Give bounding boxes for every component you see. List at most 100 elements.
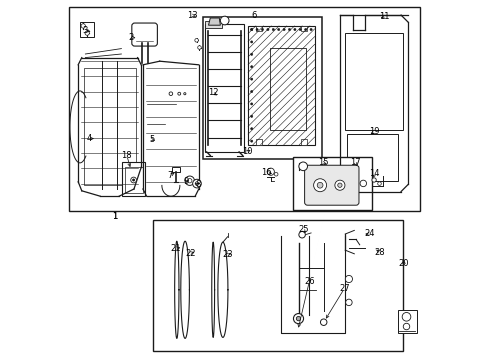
Text: 6: 6	[251, 11, 256, 20]
Text: 15: 15	[317, 158, 327, 167]
Bar	[256, 26, 261, 31]
Circle shape	[187, 179, 192, 183]
Circle shape	[371, 178, 375, 182]
Circle shape	[132, 179, 134, 181]
Bar	[172, 167, 179, 172]
FancyBboxPatch shape	[132, 23, 157, 46]
Bar	[346, 134, 397, 181]
Circle shape	[313, 179, 326, 192]
Text: 11: 11	[378, 12, 388, 22]
Text: 16: 16	[261, 168, 272, 177]
Text: 10: 10	[242, 148, 252, 156]
Text: 20: 20	[398, 259, 408, 268]
Circle shape	[298, 231, 305, 238]
Circle shape	[183, 93, 185, 95]
Text: 12: 12	[207, 88, 218, 97]
Bar	[301, 139, 306, 145]
Circle shape	[192, 179, 201, 188]
Circle shape	[250, 41, 252, 43]
Circle shape	[250, 28, 252, 31]
Circle shape	[130, 177, 136, 183]
Circle shape	[345, 275, 352, 283]
Circle shape	[304, 28, 306, 31]
Circle shape	[185, 176, 194, 185]
Circle shape	[256, 28, 258, 31]
Circle shape	[85, 31, 89, 35]
Circle shape	[293, 28, 295, 31]
Bar	[83, 68, 136, 185]
Bar	[125, 167, 142, 193]
Circle shape	[272, 28, 274, 31]
Text: 26: 26	[304, 277, 314, 286]
Circle shape	[309, 28, 311, 31]
Bar	[256, 139, 261, 145]
Bar	[204, 21, 222, 28]
Text: 23: 23	[222, 251, 232, 259]
Circle shape	[250, 66, 252, 68]
Bar	[152, 220, 402, 351]
Circle shape	[359, 180, 366, 187]
Polygon shape	[208, 18, 220, 25]
Circle shape	[298, 162, 307, 171]
Bar	[301, 26, 306, 31]
Circle shape	[345, 299, 351, 306]
Circle shape	[250, 128, 252, 130]
Bar	[122, 162, 145, 196]
Bar	[203, 17, 321, 159]
Circle shape	[317, 182, 322, 188]
Circle shape	[261, 28, 263, 31]
Circle shape	[266, 28, 268, 31]
Text: 19: 19	[369, 127, 379, 136]
Circle shape	[250, 78, 252, 80]
Text: 21: 21	[170, 244, 180, 253]
Text: 1: 1	[112, 212, 117, 221]
Text: 9: 9	[183, 177, 188, 186]
Circle shape	[250, 28, 252, 31]
Circle shape	[195, 182, 199, 185]
Circle shape	[377, 182, 381, 185]
Bar	[247, 26, 314, 145]
Text: 2: 2	[128, 32, 133, 41]
Bar	[69, 7, 419, 211]
Text: 28: 28	[374, 248, 385, 257]
Circle shape	[337, 183, 342, 187]
Circle shape	[334, 180, 344, 190]
Bar	[80, 22, 94, 37]
Bar	[292, 157, 371, 210]
Circle shape	[299, 28, 301, 31]
Circle shape	[288, 28, 290, 31]
Text: 14: 14	[369, 169, 379, 178]
Bar	[397, 310, 416, 333]
Circle shape	[283, 28, 285, 31]
Bar	[204, 24, 244, 152]
Text: 25: 25	[297, 225, 308, 234]
Text: 3: 3	[82, 26, 88, 35]
Circle shape	[220, 16, 228, 25]
Circle shape	[266, 168, 274, 175]
Circle shape	[81, 24, 85, 28]
Circle shape	[250, 115, 252, 117]
Circle shape	[296, 316, 300, 321]
Circle shape	[274, 172, 277, 176]
FancyBboxPatch shape	[304, 165, 358, 205]
Circle shape	[197, 46, 201, 49]
Text: 18: 18	[121, 151, 132, 160]
Text: 27: 27	[338, 284, 349, 293]
Circle shape	[403, 323, 409, 330]
Text: 5: 5	[149, 135, 154, 144]
Text: 22: 22	[185, 248, 195, 258]
Circle shape	[401, 312, 410, 321]
Circle shape	[250, 140, 252, 142]
Text: 17: 17	[349, 158, 360, 167]
Bar	[269, 48, 305, 130]
Circle shape	[250, 90, 252, 93]
Text: 4: 4	[86, 134, 91, 143]
Circle shape	[178, 92, 181, 95]
Circle shape	[250, 53, 252, 55]
Text: 24: 24	[364, 230, 374, 239]
Circle shape	[194, 39, 198, 42]
Circle shape	[169, 92, 172, 95]
Text: 1: 1	[112, 212, 117, 221]
Text: 7: 7	[167, 171, 172, 180]
Text: 8: 8	[195, 180, 201, 189]
